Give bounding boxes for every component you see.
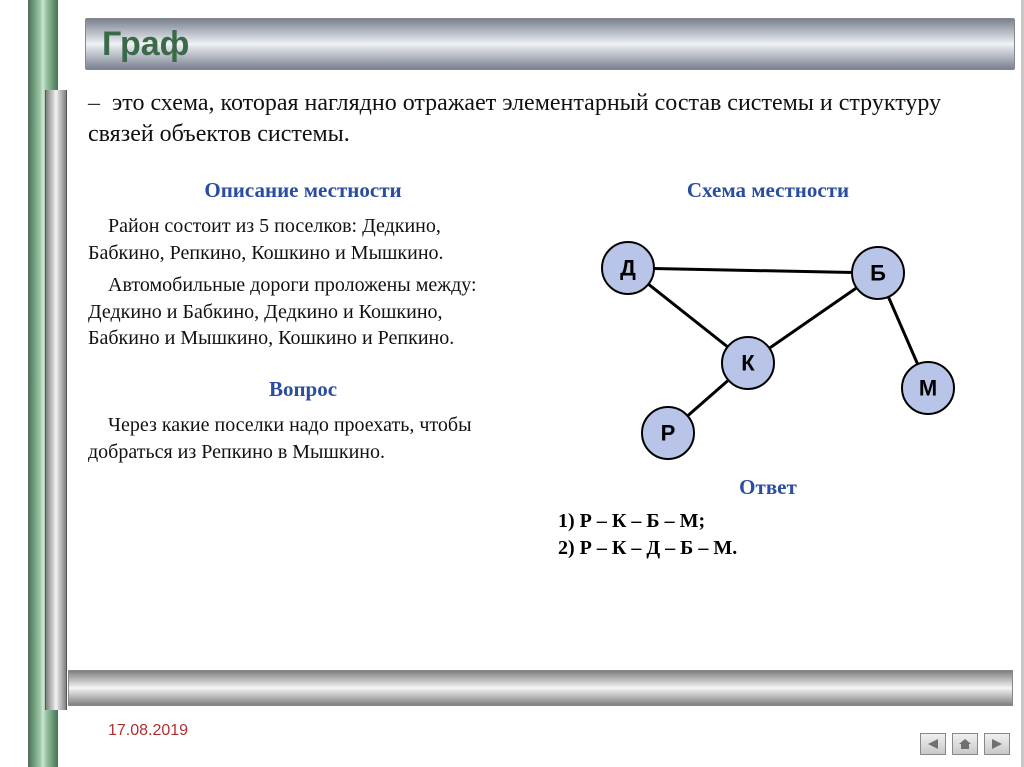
slide-title: Граф [102, 25, 189, 64]
graph-edge [628, 268, 878, 273]
footer-bar [68, 670, 1013, 706]
description-heading: Описание местности [88, 178, 518, 203]
two-column-layout: Описание местности Район состоит из 5 по… [88, 178, 998, 564]
answer-line-2: 2) Р – К – Д – Б – М. [558, 537, 988, 560]
svg-text:Д: Д [620, 256, 636, 281]
svg-text:М: М [919, 376, 937, 401]
prev-button[interactable] [920, 733, 946, 755]
definition-dash: – [88, 90, 100, 116]
svg-text:Б: Б [870, 261, 886, 286]
scheme-heading: Схема местности [548, 178, 988, 203]
graph-diagram: Д Б К М Р [558, 213, 978, 463]
arrow-right-icon [990, 738, 1004, 750]
right-column: Схема местности Д Б К М Р Ответ 1) Р – К – Б… [548, 178, 988, 564]
graph-node-К: К [722, 337, 774, 389]
description-para-2: Автомобильные дороги проложены между: Де… [88, 272, 518, 351]
next-button[interactable] [984, 733, 1010, 755]
definition-body: это схема, которая наглядно отражает эле… [88, 90, 941, 147]
answer-block: Ответ 1) Р – К – Б – М; 2) Р – К – Д – Б… [548, 475, 988, 560]
description-para-1: Район состоит из 5 поселков: Дедкино, Ба… [88, 213, 518, 266]
svg-text:Р: Р [661, 421, 676, 446]
graph-node-Д: Д [602, 242, 654, 294]
content-area: – это схема, которая наглядно отражает э… [88, 88, 998, 564]
definition-text: – это схема, которая наглядно отражает э… [88, 88, 998, 150]
graph-node-Р: Р [642, 407, 694, 459]
graph-node-Б: Б [852, 247, 904, 299]
graph-node-М: М [902, 362, 954, 414]
arrow-left-icon [926, 738, 940, 750]
question-block: Вопрос Через какие поселки надо проехать… [88, 377, 518, 465]
left-column: Описание местности Район состоит из 5 по… [88, 178, 518, 564]
answer-line-1: 1) Р – К – Б – М; [558, 510, 988, 533]
nav-buttons [920, 733, 1010, 755]
home-icon [958, 738, 972, 750]
answer-heading: Ответ [548, 475, 988, 500]
svg-text:К: К [741, 351, 755, 376]
decorative-pillar-gray [45, 90, 67, 710]
question-heading: Вопрос [88, 377, 518, 402]
home-button[interactable] [952, 733, 978, 755]
title-bar: Граф [85, 18, 1015, 70]
date-label: 17.08.2019 [108, 722, 188, 740]
question-para: Через какие поселки надо проехать, чтобы… [88, 412, 518, 465]
